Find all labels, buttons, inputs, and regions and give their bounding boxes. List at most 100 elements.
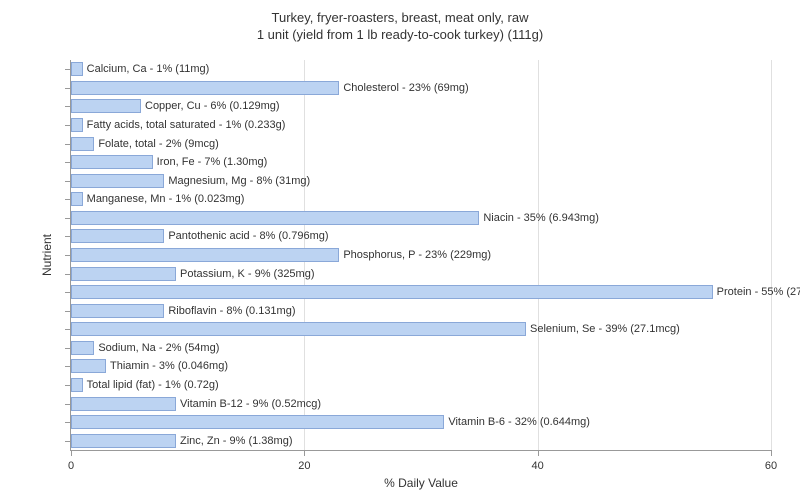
bar (71, 397, 176, 411)
bar-label: Magnesium, Mg - 8% (31mg) (164, 175, 310, 187)
gridline (538, 60, 539, 450)
bar (71, 267, 176, 281)
bar-label: Selenium, Se - 39% (27.1mcg) (526, 323, 680, 335)
bar-label: Total lipid (fat) - 1% (0.72g) (83, 379, 219, 391)
y-tick (65, 144, 71, 145)
y-tick (65, 385, 71, 386)
bar (71, 211, 479, 225)
chart-title-line2: 1 unit (yield from 1 lb ready-to-cook tu… (0, 27, 800, 44)
nutrient-chart: Turkey, fryer-roasters, breast, meat onl… (0, 0, 800, 500)
bar-label: Phosphorus, P - 23% (229mg) (339, 249, 491, 261)
bar-row: Phosphorus, P - 23% (229mg) (71, 248, 339, 262)
bar-row: Protein - 55% (27.31g) (71, 285, 713, 299)
bar (71, 415, 444, 429)
y-tick (65, 181, 71, 182)
bar-label: Copper, Cu - 6% (0.129mg) (141, 100, 280, 112)
y-tick (65, 329, 71, 330)
x-tick-label: 0 (68, 460, 74, 472)
bar (71, 229, 164, 243)
x-tick-label: 40 (532, 460, 544, 472)
bar (71, 62, 83, 76)
x-tick (304, 450, 305, 456)
gridline (771, 60, 772, 450)
y-tick (65, 311, 71, 312)
y-tick (65, 106, 71, 107)
bar-row: Calcium, Ca - 1% (11mg) (71, 62, 83, 76)
y-axis-title: Nutrient (40, 234, 54, 276)
bar-label: Vitamin B-6 - 32% (0.644mg) (444, 416, 590, 428)
bar (71, 341, 94, 355)
bar-label: Manganese, Mn - 1% (0.023mg) (83, 193, 245, 205)
plot-area: Nutrient % Daily Value 0204060Calcium, C… (70, 60, 771, 451)
bar-row: Vitamin B-6 - 32% (0.644mg) (71, 415, 444, 429)
bar-label: Zinc, Zn - 9% (1.38mg) (176, 435, 292, 447)
bar-label: Riboflavin - 8% (0.131mg) (164, 305, 295, 317)
bar (71, 81, 339, 95)
y-tick (65, 422, 71, 423)
y-tick (65, 292, 71, 293)
y-tick (65, 69, 71, 70)
y-tick (65, 162, 71, 163)
x-tick (538, 450, 539, 456)
bar (71, 99, 141, 113)
bar-row: Vitamin B-12 - 9% (0.52mcg) (71, 397, 176, 411)
bar-row: Niacin - 35% (6.943mg) (71, 211, 479, 225)
y-tick (65, 274, 71, 275)
y-tick (65, 348, 71, 349)
bar-label: Niacin - 35% (6.943mg) (479, 212, 599, 224)
x-tick-label: 20 (298, 460, 310, 472)
y-tick (65, 441, 71, 442)
x-axis-title: % Daily Value (384, 476, 458, 490)
bar-label: Fatty acids, total saturated - 1% (0.233… (83, 119, 286, 131)
bar (71, 155, 153, 169)
bar-row: Potassium, K - 9% (325mg) (71, 267, 176, 281)
chart-title: Turkey, fryer-roasters, breast, meat onl… (0, 0, 800, 44)
bar (71, 192, 83, 206)
y-tick (65, 366, 71, 367)
bar-row: Sodium, Na - 2% (54mg) (71, 341, 94, 355)
bar-row: Total lipid (fat) - 1% (0.72g) (71, 378, 83, 392)
y-tick (65, 199, 71, 200)
x-tick (71, 450, 72, 456)
bar (71, 174, 164, 188)
bar-label: Cholesterol - 23% (69mg) (339, 82, 468, 94)
bar-label: Protein - 55% (27.31g) (713, 286, 800, 298)
bar-row: Pantothenic acid - 8% (0.796mg) (71, 229, 164, 243)
bar (71, 359, 106, 373)
y-tick (65, 125, 71, 126)
bar (71, 304, 164, 318)
bar (71, 322, 526, 336)
bar-row: Zinc, Zn - 9% (1.38mg) (71, 434, 176, 448)
x-tick-label: 60 (765, 460, 777, 472)
bar-row: Folate, total - 2% (9mcg) (71, 137, 94, 151)
bar-label: Calcium, Ca - 1% (11mg) (83, 63, 210, 75)
bar-label: Folate, total - 2% (9mcg) (94, 138, 218, 150)
bar (71, 434, 176, 448)
x-tick (771, 450, 772, 456)
bar-row: Manganese, Mn - 1% (0.023mg) (71, 192, 83, 206)
bar-label: Iron, Fe - 7% (1.30mg) (153, 156, 268, 168)
bar-row: Magnesium, Mg - 8% (31mg) (71, 174, 164, 188)
bar-row: Fatty acids, total saturated - 1% (0.233… (71, 118, 83, 132)
bar (71, 118, 83, 132)
y-tick (65, 255, 71, 256)
bar (71, 378, 83, 392)
chart-title-line1: Turkey, fryer-roasters, breast, meat onl… (0, 10, 800, 27)
bar-label: Vitamin B-12 - 9% (0.52mcg) (176, 398, 321, 410)
bar-row: Iron, Fe - 7% (1.30mg) (71, 155, 153, 169)
y-tick (65, 218, 71, 219)
bar-label: Pantothenic acid - 8% (0.796mg) (164, 230, 328, 242)
bar-label: Sodium, Na - 2% (54mg) (94, 342, 219, 354)
bar-row: Riboflavin - 8% (0.131mg) (71, 304, 164, 318)
y-tick (65, 404, 71, 405)
bar (71, 137, 94, 151)
bar (71, 248, 339, 262)
bar-label: Potassium, K - 9% (325mg) (176, 268, 315, 280)
y-tick (65, 236, 71, 237)
bar-row: Cholesterol - 23% (69mg) (71, 81, 339, 95)
bar-row: Selenium, Se - 39% (27.1mcg) (71, 322, 526, 336)
y-tick (65, 88, 71, 89)
bar-row: Thiamin - 3% (0.046mg) (71, 359, 106, 373)
bar (71, 285, 713, 299)
bar-label: Thiamin - 3% (0.046mg) (106, 360, 228, 372)
